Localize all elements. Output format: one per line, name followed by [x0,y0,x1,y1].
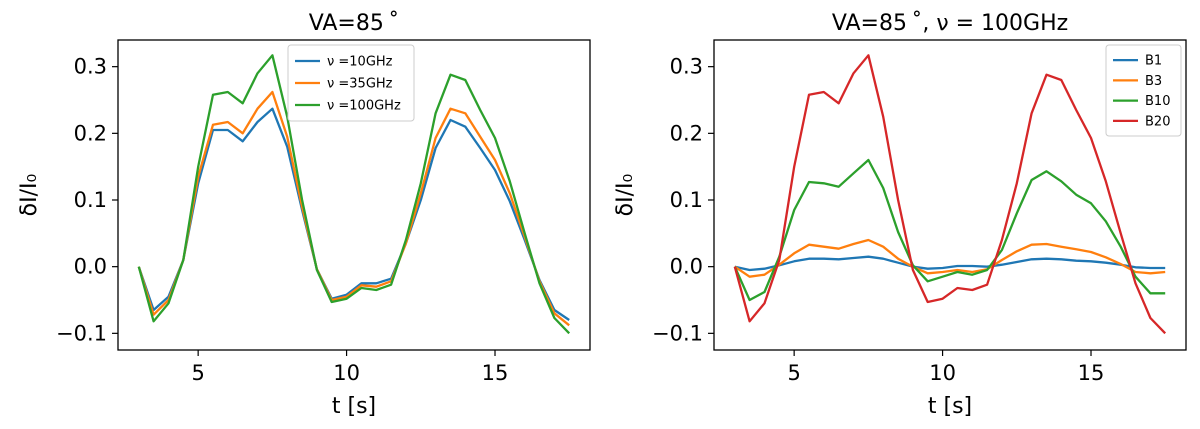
legend-label: ν =10GHz [327,55,393,70]
legend-box [1105,44,1182,137]
y-tick-label: 0.1 [74,188,107,212]
y-tick-label: 0.2 [670,121,703,145]
y-tick-label: 0.0 [670,255,703,279]
series-line-B1 [734,255,1166,272]
series-line-ν =35GHz [137,90,570,327]
series-line-ν =10GHz [137,107,570,321]
legend-label: ν =100GHz [327,99,401,114]
legend-label: ν =35GHz [327,77,393,92]
y-tick-label: 0.0 [74,255,107,279]
x-axis-label: t [s] [332,394,376,419]
legend-label: B20 [1145,114,1170,129]
y-axis-label: δI/I₀ [17,173,42,216]
x-tick-label: 5 [787,361,800,385]
y-tick-label: 0.1 [670,188,703,212]
x-tick-label: 10 [333,361,360,385]
x-tick-label: 5 [191,361,204,385]
y-tick-label: 0.3 [670,55,703,79]
legend-label: B1 [1145,54,1162,69]
left-panel: 5 10 15 −0.1 0.0 0.1 0.2 0.3 VA=85 ˚ t [s] δI/I₀ ν … [17,11,591,419]
y-tick-label: −0.1 [56,321,107,345]
axes-frame [713,39,1187,351]
legend-label: B10 [1145,94,1170,109]
series-line-B3 [734,238,1166,278]
y-axis-label: δI/I₀ [613,173,638,216]
axes-frame [117,39,591,351]
x-tick-label: 15 [1078,361,1105,385]
series-line-ν =100GHz [137,54,571,335]
x-axis-label: t [s] [928,394,972,419]
series-line-B10 [733,158,1166,302]
legend-box [287,44,415,122]
chart-title: VA=85 ˚ [309,11,400,36]
chart-title: VA=85 ˚, ν = 100GHz [832,11,1068,36]
series-line-B20 [733,54,1167,335]
y-tick-label: 0.2 [74,121,107,145]
x-tick-label: 15 [482,361,509,385]
y-tick-label: −0.1 [652,321,703,345]
x-tick-label: 10 [929,361,956,385]
y-tick-label: 0.3 [74,55,107,79]
legend-label: B3 [1145,74,1162,89]
right-panel: 5 10 15 −0.1 0.0 0.1 0.2 0.3 VA=85 ˚, ν = 100GHz… [613,11,1187,419]
